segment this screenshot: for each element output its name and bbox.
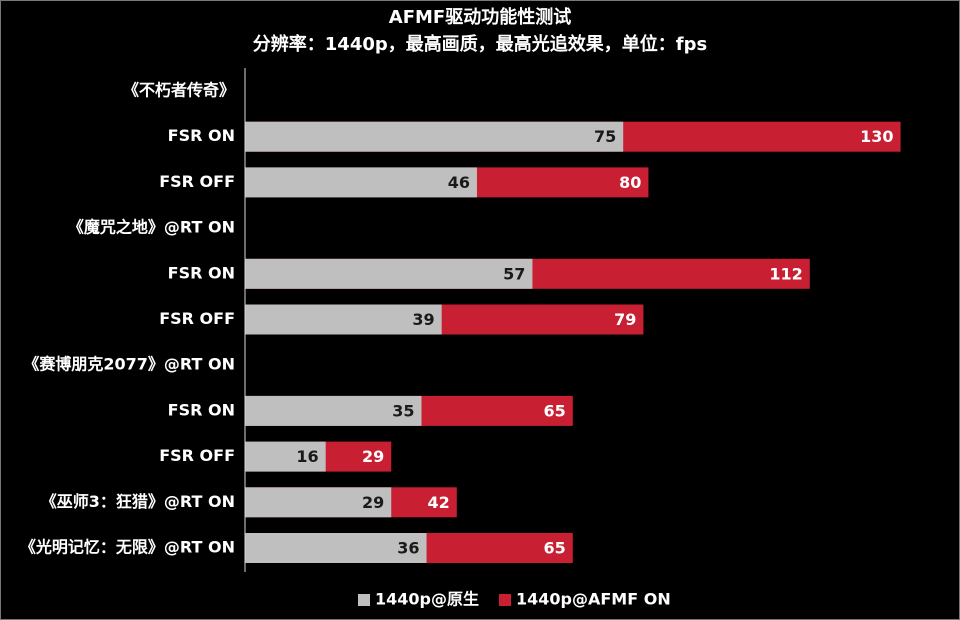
data-label: 39 [412,310,434,329]
bar [245,487,392,518]
data-label: 35 [392,401,414,420]
y-tick-label: FSR OFF [159,309,235,328]
bar [245,304,442,335]
bar [245,533,427,563]
y-tick-label: 《魔咒之地》@RT ON [68,218,235,237]
bar [245,167,477,198]
bar [245,395,422,426]
data-label: 65 [544,539,566,558]
y-tick-label: 《赛博朋克2077》@RT ON [23,355,235,374]
y-tick-label: FSR OFF [159,172,235,191]
data-label: 29 [362,493,384,512]
data-label: 130 [860,127,893,146]
chart-title: AFMF驱动功能性测试 [389,6,571,28]
legend-swatch [499,594,511,606]
bar [245,258,533,289]
y-tick-label: FSR OFF [159,446,235,465]
data-label: 42 [428,493,450,512]
y-tick-label: 《光明记忆：无限》@RT ON [20,538,235,557]
data-label: 65 [544,401,566,420]
data-label: 112 [769,264,802,283]
data-label: 57 [503,264,525,283]
y-tick-label: FSR ON [168,400,235,419]
data-label: 75 [594,127,616,146]
legend-swatch [358,594,370,606]
data-label: 80 [619,173,641,192]
data-label: 79 [614,310,636,329]
bar [245,441,326,472]
data-label: 46 [448,173,470,192]
y-tick-label: FSR ON [168,263,235,282]
chart-subtitle: 分辨率：1440p，最高画质，最高光追效果，单位：fps [253,33,707,55]
legend-label: 1440p@原生 [375,590,479,609]
y-tick-label: 《巫师3：狂猎》@RT ON [41,492,235,511]
bar [245,121,624,152]
data-label: 16 [296,447,318,466]
y-tick-label: FSR ON [168,126,235,145]
y-tick-label: 《不朽者传奇》 [123,81,235,100]
legend-label: 1440p@AFMF ON [516,590,671,609]
data-label: 29 [362,447,384,466]
data-label: 36 [397,539,419,558]
